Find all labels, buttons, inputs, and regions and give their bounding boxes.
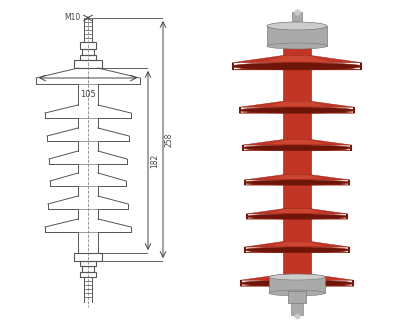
- Bar: [80, 55, 96, 60]
- Polygon shape: [243, 242, 349, 247]
- Text: 182: 182: [150, 153, 159, 167]
- Polygon shape: [270, 242, 323, 246]
- Polygon shape: [243, 247, 245, 253]
- Polygon shape: [359, 63, 361, 70]
- Polygon shape: [239, 107, 241, 113]
- Ellipse shape: [266, 43, 326, 49]
- Ellipse shape: [245, 214, 347, 219]
- Polygon shape: [243, 248, 349, 253]
- Polygon shape: [231, 56, 361, 63]
- Text: 258: 258: [164, 132, 174, 147]
- Polygon shape: [239, 280, 241, 286]
- Polygon shape: [347, 247, 349, 253]
- Polygon shape: [269, 139, 324, 144]
- Polygon shape: [347, 180, 349, 185]
- Bar: [82, 266, 94, 272]
- Polygon shape: [239, 274, 353, 280]
- Bar: [268, 277, 324, 293]
- Polygon shape: [268, 274, 325, 279]
- Polygon shape: [351, 280, 353, 286]
- Polygon shape: [243, 181, 349, 185]
- Bar: [74, 60, 102, 68]
- Ellipse shape: [268, 290, 324, 296]
- Ellipse shape: [241, 145, 351, 151]
- Polygon shape: [241, 146, 351, 151]
- Ellipse shape: [268, 274, 324, 280]
- Polygon shape: [231, 64, 361, 70]
- Bar: [282, 44, 310, 293]
- Polygon shape: [352, 107, 354, 113]
- Polygon shape: [345, 214, 347, 219]
- Bar: [266, 26, 326, 46]
- Polygon shape: [271, 209, 322, 213]
- Bar: [74, 253, 102, 261]
- Polygon shape: [239, 281, 353, 286]
- Polygon shape: [245, 214, 347, 219]
- Polygon shape: [231, 63, 233, 70]
- Bar: [287, 291, 305, 303]
- Polygon shape: [239, 108, 354, 113]
- Bar: [82, 49, 94, 55]
- Polygon shape: [243, 175, 349, 180]
- Polygon shape: [241, 139, 351, 145]
- Ellipse shape: [243, 247, 349, 253]
- Text: M10: M10: [65, 13, 81, 22]
- Polygon shape: [239, 101, 354, 107]
- Polygon shape: [241, 145, 243, 151]
- Bar: [291, 12, 301, 26]
- Bar: [80, 261, 96, 266]
- Bar: [80, 272, 96, 277]
- Ellipse shape: [266, 22, 326, 30]
- Polygon shape: [243, 180, 245, 185]
- Polygon shape: [245, 214, 247, 219]
- Ellipse shape: [239, 280, 353, 286]
- Polygon shape: [267, 101, 325, 106]
- Ellipse shape: [239, 107, 354, 113]
- Polygon shape: [264, 56, 329, 62]
- Polygon shape: [270, 175, 323, 179]
- Bar: [290, 303, 302, 315]
- Bar: [80, 42, 96, 49]
- Ellipse shape: [243, 180, 349, 185]
- Ellipse shape: [231, 63, 361, 70]
- Text: 105: 105: [80, 90, 95, 99]
- Polygon shape: [245, 209, 347, 214]
- Polygon shape: [349, 145, 351, 151]
